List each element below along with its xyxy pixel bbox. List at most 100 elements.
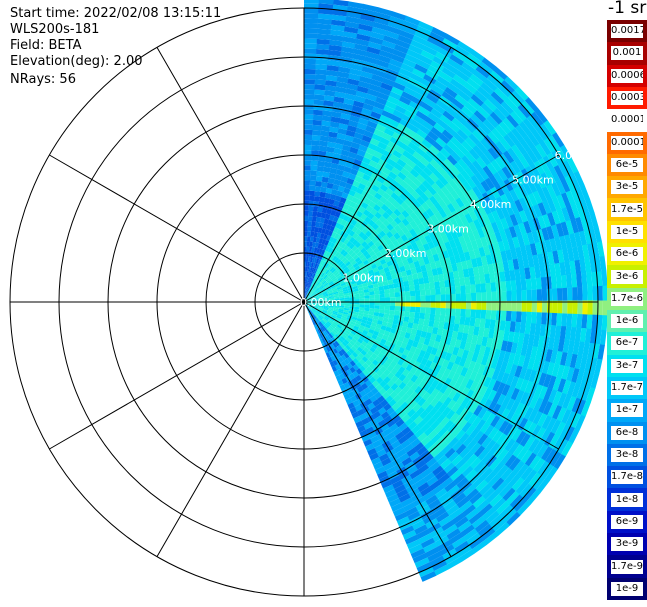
data-gate — [348, 332, 355, 338]
data-gate — [438, 515, 453, 527]
data-gate — [314, 299, 320, 301]
data-gate — [395, 296, 401, 302]
data-gate — [561, 274, 568, 289]
data-gate — [494, 184, 505, 197]
data-gate — [592, 286, 598, 301]
data-gate — [483, 346, 492, 357]
data-gate — [422, 325, 429, 333]
data-gate — [354, 296, 360, 300]
data-gate — [534, 241, 543, 255]
data-gate — [428, 319, 435, 328]
data-gate — [538, 157, 550, 173]
data-gate — [455, 301, 462, 310]
data-gate — [527, 132, 540, 147]
data-gate — [341, 315, 348, 320]
data-gate — [536, 478, 550, 494]
data-gate — [460, 125, 473, 137]
data-gate — [321, 181, 328, 188]
data-gate — [327, 230, 334, 237]
data-gate — [494, 156, 506, 170]
data-gate — [469, 370, 478, 382]
data-gate — [397, 260, 405, 268]
colorbar-tick-label: 1e-9 — [611, 581, 643, 596]
colorbar-tick-label: 1e-6 — [611, 314, 643, 329]
colorbar-tick-label: 1e-7 — [611, 403, 643, 418]
data-gate — [407, 421, 418, 431]
data-gate — [333, 370, 340, 377]
data-gate — [315, 324, 319, 330]
data-gate — [536, 443, 549, 459]
data-gate — [414, 477, 427, 489]
data-gate — [386, 419, 396, 428]
data-gate — [505, 374, 515, 387]
data-gate — [403, 405, 413, 414]
data-gate — [310, 289, 314, 295]
data-gate — [397, 335, 405, 343]
data-gate — [405, 214, 414, 224]
data-gate — [319, 259, 324, 266]
data-gate — [423, 189, 434, 199]
data-gate — [424, 313, 431, 321]
data-gate — [491, 403, 502, 416]
data-gate — [371, 133, 382, 142]
start-time-label: Start time: 2022/02/08 13:15:11 — [10, 6, 222, 21]
data-gate — [304, 286, 306, 292]
data-gate — [367, 88, 380, 97]
data-gate — [533, 384, 544, 398]
data-gate — [385, 238, 393, 246]
data-gate — [367, 284, 374, 289]
data-gate — [402, 321, 409, 328]
data-gate — [423, 351, 431, 360]
colorbar-tick-label: 6e-9 — [611, 514, 643, 529]
data-gate — [390, 86, 404, 96]
data-gate — [500, 80, 516, 94]
data-gate — [491, 518, 507, 532]
data-gate — [464, 136, 477, 149]
data-gate — [319, 285, 325, 290]
data-gate — [451, 117, 464, 130]
data-gate — [318, 305, 324, 308]
data-gate — [355, 340, 362, 347]
data-gate — [454, 278, 461, 287]
data-gate — [523, 406, 534, 421]
data-gate — [378, 387, 387, 396]
data-gate — [358, 194, 367, 202]
data-gate — [386, 407, 395, 416]
data-gate — [313, 313, 317, 319]
data-gate — [443, 524, 458, 536]
data-gate — [459, 316, 466, 326]
data-gate — [330, 116, 341, 124]
data-gate — [306, 306, 311, 311]
data-gate — [470, 258, 478, 268]
data-gate — [406, 539, 421, 550]
data-gate — [349, 299, 355, 302]
data-gate — [412, 273, 419, 280]
data-gate — [359, 292, 365, 297]
data-gate — [330, 188, 338, 196]
data-gate — [379, 114, 391, 124]
data-gate — [368, 233, 376, 241]
data-gate — [362, 394, 370, 402]
data-gate — [399, 154, 410, 164]
data-gate — [345, 247, 352, 254]
data-gate — [572, 287, 578, 301]
data-gate — [309, 300, 315, 302]
data-gate — [540, 172, 552, 187]
data-gate — [375, 124, 387, 133]
data-gate — [304, 200, 310, 206]
data-gate — [403, 239, 412, 247]
data-gate — [312, 292, 317, 297]
data-gate — [508, 412, 520, 426]
data-gate — [556, 407, 567, 422]
data-gate — [343, 358, 350, 365]
data-gate — [355, 355, 362, 362]
data-gate — [379, 289, 385, 295]
data-gate — [393, 394, 402, 403]
data-gate — [308, 303, 314, 306]
data-gate — [400, 201, 409, 210]
data-gate — [449, 508, 463, 521]
data-gate — [473, 430, 484, 443]
data-gate — [357, 284, 363, 289]
data-gate — [344, 93, 356, 101]
data-gate — [485, 310, 492, 320]
